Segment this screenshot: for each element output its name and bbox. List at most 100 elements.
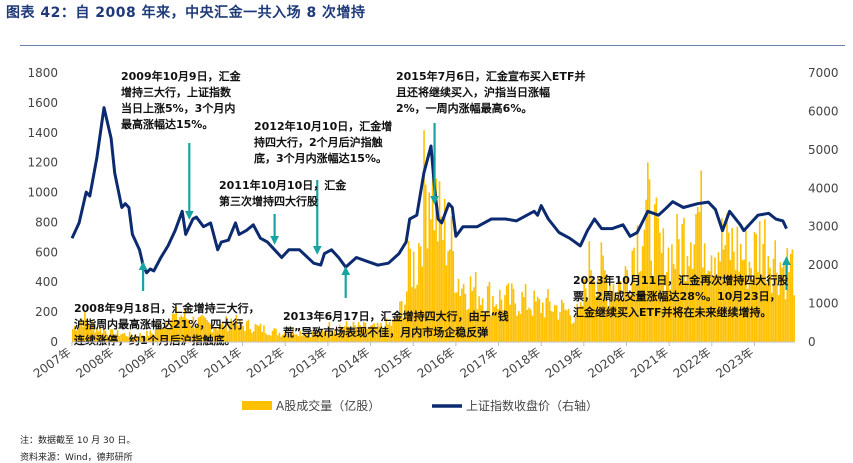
volume-bar [147, 335, 150, 342]
volume-bar [590, 270, 592, 342]
volume-bar [416, 284, 418, 342]
volume-bar [115, 333, 117, 342]
volume-bar [340, 327, 343, 342]
volume-bar [424, 184, 427, 342]
volume-bar [78, 321, 81, 342]
volume-bar [598, 279, 601, 342]
volume-bar [163, 327, 165, 342]
annotation-arrows [138, 123, 791, 298]
volume-bar [750, 268, 752, 342]
x-tick-label: 2016年 [415, 345, 458, 381]
volume-bar [197, 317, 200, 342]
volume-bar [579, 302, 582, 342]
volume-bar [707, 270, 709, 342]
volume-bar [273, 328, 276, 342]
volume-bar [647, 162, 649, 342]
volume-bar [691, 268, 694, 342]
annotation-text: 2008年9月18日，汇金增持三大行， 沪指周内最高涨幅达21%，四大行连续涨停，… [74, 301, 260, 347]
volume-bar [230, 318, 233, 342]
volume-bar [783, 261, 785, 342]
volume-bar [543, 317, 546, 342]
volume-bar [321, 330, 324, 342]
y-left-tick-label: 600 [35, 245, 58, 259]
volume-bar [652, 280, 654, 342]
volume-bar [634, 285, 637, 342]
volume-bar [266, 335, 269, 342]
volume-bar [226, 331, 229, 342]
volume-bar [254, 324, 257, 342]
volume-bar [626, 269, 628, 342]
volume-bar [116, 329, 119, 342]
y-right-tick-label: 2000 [808, 258, 839, 272]
volume-bar [103, 329, 105, 342]
volume-bar [349, 328, 351, 342]
volume-bar [108, 336, 110, 342]
annotation-line: 荒”导致市场表现不佳，月内市场企稳反弹 [282, 325, 488, 339]
volume-bar [548, 301, 551, 342]
y-right-tick-label: 1000 [808, 297, 839, 311]
volume-bar [517, 311, 520, 342]
volume-bar [418, 243, 420, 342]
volume-bar [159, 321, 162, 342]
volume-bar [500, 299, 503, 342]
volume-bar [516, 315, 518, 342]
volume-bar [440, 216, 443, 342]
volume-bar [755, 234, 758, 342]
volume-bar [619, 281, 622, 342]
volume-bar [542, 302, 544, 342]
volume-bar [722, 249, 725, 342]
volume-bar [729, 259, 732, 342]
volume-bar [335, 328, 338, 342]
volume-bar [73, 325, 76, 342]
volume-bar [390, 325, 393, 342]
annotation-line: 沪指周内最高涨幅达21%，四大行 [74, 317, 243, 331]
annotation-line: 最高涨幅达15%。 [121, 117, 213, 131]
volume-bar [588, 241, 591, 342]
volume-bar [309, 337, 312, 342]
volume-bar [288, 333, 291, 342]
annotation-line: 汇金继续买入ETF并将在未来继续增持。 [573, 305, 772, 319]
volume-bar [466, 309, 468, 342]
volume-bar [461, 288, 463, 342]
volume-bar [328, 322, 331, 342]
volume-bar [89, 327, 91, 342]
volume-bar [653, 204, 656, 342]
volume-bar [665, 271, 668, 342]
annotation-line: 当日上涨5%，3个月内 [121, 101, 235, 115]
volume-bar [739, 243, 742, 342]
volume-bar [173, 314, 176, 342]
volume-bar [414, 288, 417, 342]
volume-bar [492, 295, 494, 342]
volume-bar [94, 332, 97, 342]
volume-bar [571, 323, 573, 342]
volume-bar [614, 293, 616, 342]
volume-bar [741, 260, 744, 342]
volume-bar [206, 320, 208, 342]
volume-bar [512, 288, 515, 342]
x-tick-label: 2020年 [585, 345, 628, 381]
volume-bar [292, 327, 295, 342]
volume-bar [120, 334, 122, 342]
volume-bar [793, 295, 795, 342]
volume-bar [99, 326, 102, 342]
volume-bar [526, 309, 529, 342]
volume-bar [85, 319, 88, 342]
x-tick-label: 2019年 [543, 345, 586, 381]
volume-bar [287, 332, 289, 342]
legend-label-bars: A股成交量（亿股） [276, 398, 380, 413]
volume-bar [400, 301, 403, 342]
volume-bar [758, 221, 761, 342]
volume-bar [282, 334, 284, 342]
volume-bar [700, 170, 702, 342]
volume-bar [485, 310, 487, 342]
y-left-tick-label: 1200 [27, 156, 58, 170]
volume-bar [478, 296, 480, 342]
volume-bar [209, 323, 212, 342]
volume-bar [621, 299, 623, 342]
volume-bar [540, 312, 542, 342]
volume-bar [180, 315, 183, 342]
volume-bar [175, 306, 177, 342]
volume-bar [554, 305, 556, 342]
volume-bar [746, 288, 749, 342]
volume-bar [455, 292, 458, 342]
